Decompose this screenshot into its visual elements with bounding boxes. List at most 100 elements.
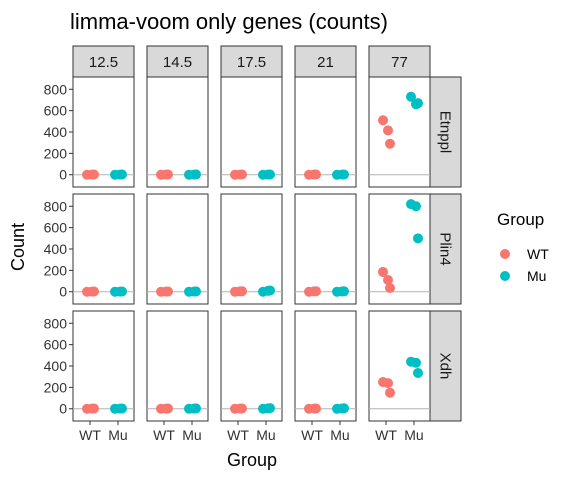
data-point-mu [413, 98, 423, 109]
panel-frame [72, 310, 135, 422]
chart-title: limma-voom only genes (counts) [70, 9, 388, 34]
y-tick-label: 200 [44, 262, 68, 278]
data-point-wt [385, 282, 395, 293]
panel-frame [294, 310, 357, 422]
data-point-wt [311, 286, 321, 297]
x-tick-label: Mu [182, 427, 201, 443]
data-point-wt [383, 125, 393, 136]
data-point-wt [383, 378, 393, 389]
x-tick-label: Mu [108, 427, 127, 443]
facet-strip-row-label: Etnppl [437, 111, 454, 154]
facet-strip-col-label: 12.5 [89, 54, 118, 71]
facet-strip-col-label: 21 [317, 54, 334, 71]
y-tick-label: 600 [44, 220, 68, 236]
legend-label-wt: WT [527, 246, 549, 262]
y-tick-label: 400 [44, 358, 68, 374]
panel-frame [72, 193, 135, 305]
y-tick-label: 0 [59, 167, 67, 183]
panel-frame [146, 310, 209, 422]
data-point-mu [411, 201, 421, 212]
data-point-wt [237, 403, 247, 414]
data-point-wt [163, 403, 173, 414]
y-tick-label: 800 [44, 198, 68, 214]
y-tick-label: 400 [44, 241, 68, 257]
facet-strip-col-label: 77 [391, 54, 408, 71]
data-point-wt [311, 169, 321, 180]
facet-strip-row [429, 193, 462, 305]
x-tick-label: WT [79, 427, 101, 443]
facet-strip-row-label: Plin4 [437, 232, 454, 265]
facet-strip-col [294, 45, 357, 78]
data-point-wt [89, 403, 99, 414]
data-point-wt [89, 286, 99, 297]
y-tick-label: 600 [44, 337, 68, 353]
x-tick-label: Mu [256, 427, 275, 443]
data-point-mu [117, 403, 127, 414]
y-tick-label: 0 [59, 284, 67, 300]
legend: Group WT Mu [497, 210, 549, 284]
x-tick-label: Mu [330, 427, 349, 443]
y-tick-label: 200 [44, 379, 68, 395]
data-point-wt [378, 115, 388, 126]
data-point-wt [89, 169, 99, 180]
panel-frame [146, 76, 209, 188]
x-tick-label: WT [375, 427, 397, 443]
legend-key-wt [500, 249, 510, 259]
facet-strip-col-label: 17.5 [237, 54, 266, 71]
data-point-mu [413, 233, 423, 244]
data-point-mu [406, 91, 416, 102]
data-point-mu [117, 286, 127, 297]
data-point-wt [311, 403, 321, 414]
facet-strip-col [72, 45, 135, 78]
x-axis-title: Group [227, 450, 277, 470]
data-point-wt [378, 266, 388, 277]
y-tick-label: 0 [59, 401, 67, 417]
data-point-wt [237, 169, 247, 180]
data-point-mu [117, 169, 127, 180]
y-tick-label: 600 [44, 103, 68, 119]
panel-frame [220, 76, 283, 188]
y-tick-label: 200 [44, 145, 68, 161]
y-tick-label: 800 [44, 315, 68, 331]
data-point-mu [191, 403, 201, 414]
x-tick-label: WT [153, 427, 175, 443]
data-point-mu [411, 357, 421, 368]
facet-strip-col [146, 45, 209, 78]
panel-frame [220, 193, 283, 305]
facet-strip-row-label: Xdh [437, 353, 454, 380]
data-point-mu [339, 286, 349, 297]
data-point-mu [191, 286, 201, 297]
y-axis-title: Count [8, 223, 28, 271]
data-point-wt [383, 274, 393, 285]
data-point-mu [265, 285, 275, 296]
data-point-wt [163, 169, 173, 180]
data-point-wt [385, 138, 395, 149]
panels-layer: 12.5 14.5 17.5 21 77 Etnppl Plin4 Xdh 0 200 400 600… [44, 45, 462, 443]
panel-frame [368, 310, 431, 422]
y-tick-label: 400 [44, 124, 68, 140]
data-point-mu [339, 169, 349, 180]
legend-key-mu [500, 271, 510, 281]
data-point-mu [191, 169, 201, 180]
panel-frame [368, 76, 431, 188]
panel-frame [294, 193, 357, 305]
panel-frame [146, 193, 209, 305]
legend-title: Group [497, 210, 544, 229]
data-point-mu [339, 403, 349, 414]
data-point-mu [265, 169, 275, 180]
legend-label-mu: Mu [527, 268, 546, 284]
data-point-wt [163, 286, 173, 297]
panel-frame [368, 193, 431, 305]
panel-frame [220, 310, 283, 422]
data-point-wt [385, 387, 395, 398]
y-tick-label: 800 [44, 81, 68, 97]
x-tick-label: WT [301, 427, 323, 443]
data-point-mu [265, 403, 275, 414]
x-tick-label: WT [227, 427, 249, 443]
data-point-wt [237, 286, 247, 297]
panel-frame [294, 76, 357, 188]
data-point-mu [413, 367, 423, 378]
x-tick-label: Mu [404, 427, 423, 443]
facet-strip-col-label: 14.5 [163, 54, 192, 71]
